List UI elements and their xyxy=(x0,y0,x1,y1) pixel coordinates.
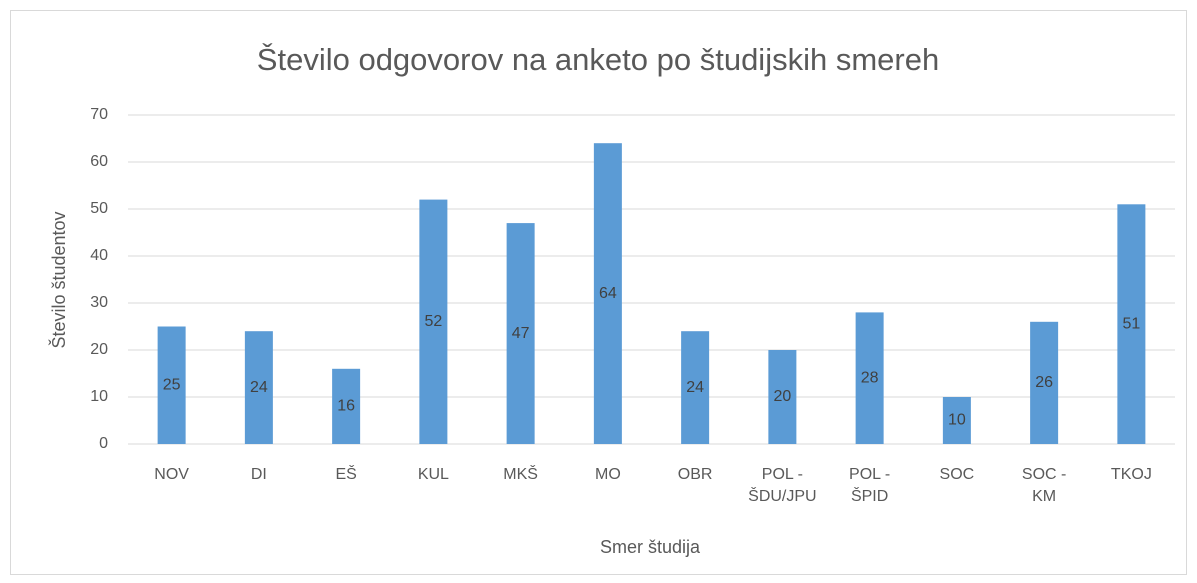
x-tick-label: OBR xyxy=(678,466,713,483)
x-tick-label: KUL xyxy=(418,466,449,483)
x-tick-label: POL -ŠPID xyxy=(849,466,890,505)
x-tick-label: SOC -KM xyxy=(1022,466,1066,505)
data-label: 10 xyxy=(948,412,966,429)
x-tick-label: POL -ŠDU/JPU xyxy=(748,466,816,505)
y-tick-label: 0 xyxy=(99,435,108,452)
bar xyxy=(506,223,535,444)
y-axis-title: Število študentov xyxy=(48,211,69,348)
bar xyxy=(942,397,971,444)
x-tick-label: NOV xyxy=(154,466,189,483)
data-label: 16 xyxy=(337,398,355,415)
y-tick-label: 30 xyxy=(90,294,108,311)
bar xyxy=(593,143,622,444)
x-tick-label: TKOJ xyxy=(1111,466,1152,483)
data-label: 24 xyxy=(250,379,268,396)
y-tick-label: 40 xyxy=(90,247,108,264)
y-tick-label: 60 xyxy=(90,153,108,170)
bar xyxy=(419,199,448,444)
x-axis-title: Smer študija xyxy=(600,537,701,557)
data-label: 20 xyxy=(773,388,791,405)
data-label: 28 xyxy=(861,369,879,386)
x-tick-label: EŠ xyxy=(335,464,356,483)
bar xyxy=(681,331,710,444)
bar xyxy=(332,368,361,444)
y-tick-label: 50 xyxy=(90,200,108,217)
x-tick-label: SOC xyxy=(940,466,975,483)
data-label: 47 xyxy=(512,325,530,342)
x-tick-label: MO xyxy=(595,466,621,483)
x-tick-label: DI xyxy=(251,466,267,483)
bar xyxy=(244,331,273,444)
data-label: 51 xyxy=(1122,315,1140,332)
data-label: 25 xyxy=(163,376,181,393)
bar xyxy=(1030,321,1059,444)
chart-title: Število odgovorov na anketo po študijski… xyxy=(257,42,939,77)
data-label: 52 xyxy=(424,313,442,330)
x-tick-label: MKŠ xyxy=(503,464,538,483)
bar xyxy=(157,326,186,444)
bar xyxy=(855,312,884,444)
y-tick-label: 20 xyxy=(90,341,108,358)
y-tick-label: 70 xyxy=(90,106,108,123)
y-tick-label: 10 xyxy=(90,388,108,405)
data-label: 64 xyxy=(599,285,617,302)
data-label: 26 xyxy=(1035,374,1053,391)
data-label: 24 xyxy=(686,379,704,396)
bar xyxy=(1117,204,1146,444)
bar xyxy=(768,350,797,444)
